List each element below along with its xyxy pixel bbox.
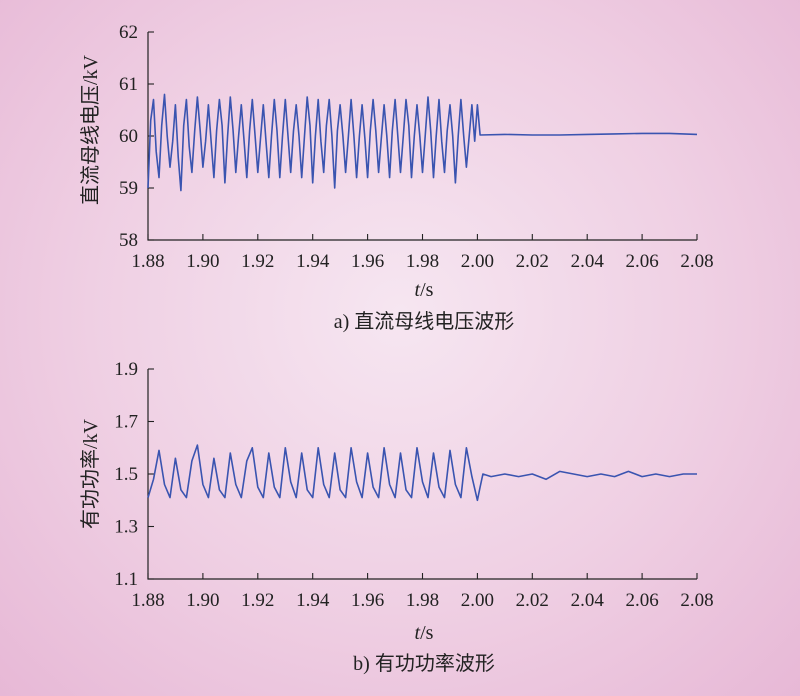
voltage-y-tick-label: 61 xyxy=(119,74,138,95)
voltage-x-tick-label: 2.04 xyxy=(571,251,605,272)
voltage-y-axis-title: 直流母线电压/kV xyxy=(79,54,102,205)
power-y-tick-label: 1.5 xyxy=(114,464,138,485)
voltage-y-tick-label: 58 xyxy=(119,230,138,251)
power-x-axis-title: t/s xyxy=(415,622,434,644)
power-x-tick-label: 1.98 xyxy=(406,590,439,611)
power-y-tick-label: 1.3 xyxy=(114,517,138,538)
power-x-tick-label: 1.96 xyxy=(351,590,384,611)
voltage-chart: 58 59 60 61 62 1.88 1.90 1.92 1.94 1.96 1.98 2.00 2… xyxy=(79,22,714,333)
power-x-tick-label: 2.06 xyxy=(625,590,658,611)
power-x-ticks: 1.88 1.90 1.92 1.94 1.96 1.98 2.00 2.02 2.04 2.06… xyxy=(131,573,714,611)
voltage-axes xyxy=(147,32,697,241)
voltage-x-tick-label: 1.98 xyxy=(406,251,439,272)
voltage-caption: a) 直流母线电压波形 xyxy=(334,310,515,333)
voltage-x-tick-label: 2.08 xyxy=(680,251,713,272)
voltage-y-tick-label: 62 xyxy=(119,22,138,43)
voltage-x-tick-label: 2.06 xyxy=(625,251,658,272)
voltage-x-axis-title: t/s xyxy=(415,279,434,301)
voltage-x-tick-label: 2.02 xyxy=(516,251,549,272)
voltage-x-tick-label: 1.92 xyxy=(241,251,274,272)
voltage-x-tick-label: 1.90 xyxy=(186,251,219,272)
voltage-x-tick-label: 1.88 xyxy=(131,251,164,272)
power-y-axis-title: 有功功率/kV xyxy=(79,418,102,529)
power-x-tick-label: 2.02 xyxy=(516,590,549,611)
power-x-tick-label: 2.08 xyxy=(680,590,713,611)
voltage-x-tick-label: 2.00 xyxy=(461,251,494,272)
voltage-y-tick-label: 59 xyxy=(119,178,138,199)
voltage-axis-lines xyxy=(147,32,697,241)
power-plot xyxy=(147,444,697,502)
power-y-tick-label: 1.1 xyxy=(114,569,138,590)
power-x-tick-label: 1.88 xyxy=(131,590,164,611)
voltage-y-ticks: 58 59 60 61 62 xyxy=(119,22,154,251)
power-y-tick-label: 1.7 xyxy=(114,412,138,433)
voltage-series-line xyxy=(147,93,698,192)
power-chart: 1.1 1.3 1.5 1.7 1.9 1.88 1.90 1.92 1.94 1.96 1.98… xyxy=(79,359,714,675)
power-x-tick-label: 1.94 xyxy=(296,590,330,611)
voltage-x-tick-label: 1.96 xyxy=(351,251,384,272)
voltage-plot xyxy=(147,93,698,192)
power-axes xyxy=(147,369,697,580)
power-x-tick-label: 1.90 xyxy=(186,590,219,611)
power-y-tick-label: 1.9 xyxy=(114,359,138,380)
power-x-tick-label: 2.00 xyxy=(461,590,494,611)
voltage-y-tick-label: 60 xyxy=(119,126,138,147)
power-axis-lines xyxy=(147,369,697,580)
power-y-ticks: 1.1 1.3 1.5 1.7 1.9 xyxy=(114,359,154,590)
power-x-tick-label: 2.04 xyxy=(571,590,605,611)
power-caption: b) 有功功率波形 xyxy=(353,652,495,675)
power-series-line xyxy=(147,444,697,502)
power-x-tick-label: 1.92 xyxy=(241,590,274,611)
voltage-x-ticks: 1.88 1.90 1.92 1.94 1.96 1.98 2.00 2.02 2.04 2.06… xyxy=(131,234,714,272)
voltage-x-tick-label: 1.94 xyxy=(296,251,330,272)
